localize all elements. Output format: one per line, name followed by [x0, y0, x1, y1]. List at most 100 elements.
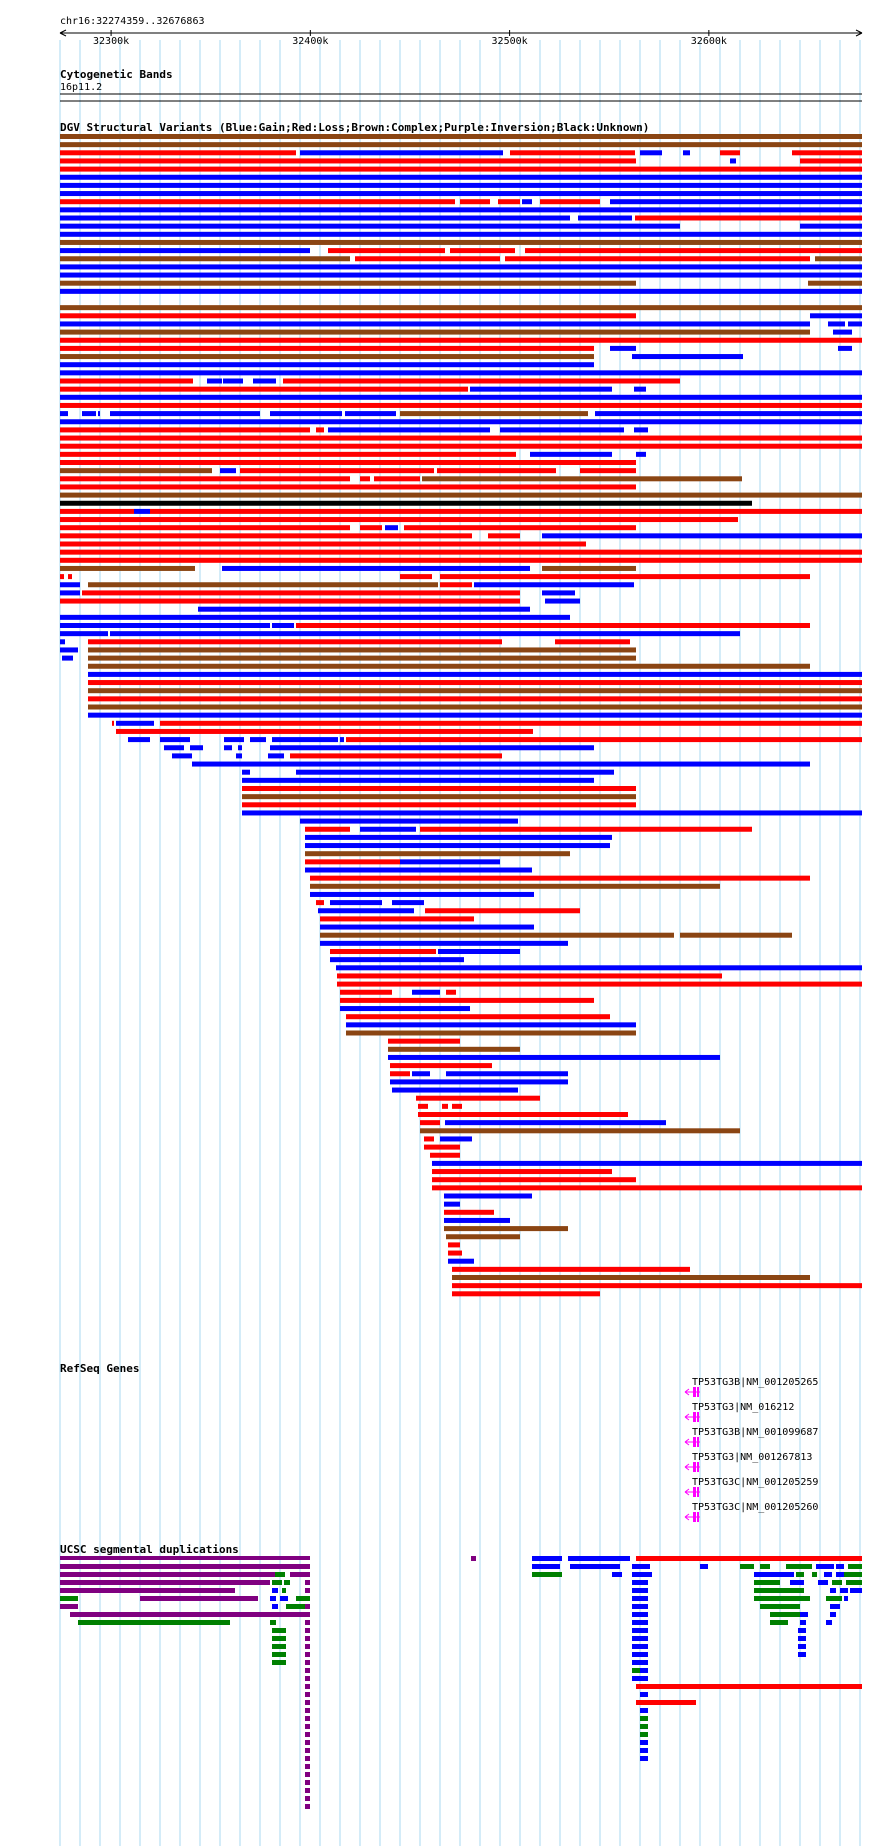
dgv-variant[interactable]	[60, 582, 634, 588]
dgv-variant[interactable]	[128, 737, 862, 743]
dgv-variant[interactable]	[418, 1103, 462, 1109]
segdup-feature[interactable]	[305, 1700, 310, 1705]
segdup-feature[interactable]	[798, 1652, 806, 1657]
dgv-variant[interactable]	[320, 916, 474, 922]
segdup-feature[interactable]	[305, 1804, 310, 1809]
segdup-feature[interactable]	[305, 1684, 310, 1689]
segdup-feature[interactable]	[305, 1676, 310, 1681]
segdup-feature[interactable]	[305, 1716, 310, 1721]
segdup-feature[interactable]	[632, 1612, 648, 1617]
dgv-variant[interactable]	[60, 574, 810, 580]
segdup-feature[interactable]	[812, 1572, 817, 1577]
dgv-variant[interactable]	[444, 1209, 494, 1215]
dgv-variant[interactable]	[60, 231, 862, 237]
dgv-variant[interactable]	[60, 411, 862, 417]
segdup-track[interactable]: UCSC segmental duplications	[60, 1543, 862, 1809]
dgv-variant[interactable]	[388, 1038, 460, 1044]
gene-glyph[interactable]	[684, 1462, 700, 1472]
dgv-variant[interactable]	[242, 794, 636, 800]
dgv-variant[interactable]	[330, 949, 520, 954]
dgv-variant[interactable]	[60, 174, 862, 180]
segdup-feature[interactable]	[632, 1636, 648, 1641]
dgv-variant[interactable]	[60, 256, 862, 262]
segdup-feature[interactable]	[78, 1620, 230, 1625]
segdup-feature[interactable]	[305, 1644, 310, 1649]
segdup-feature[interactable]	[272, 1588, 278, 1593]
dgv-variant[interactable]	[452, 1291, 600, 1297]
dgv-variant[interactable]	[446, 1234, 520, 1240]
dgv-variant[interactable]	[390, 1079, 568, 1085]
segdup-feature[interactable]	[640, 1708, 648, 1713]
segdup-feature[interactable]	[305, 1788, 310, 1793]
segdup-feature[interactable]	[636, 1700, 696, 1705]
dgv-variant[interactable]	[60, 517, 738, 523]
dgv-variant[interactable]	[310, 875, 810, 881]
segdup-feature[interactable]	[770, 1620, 788, 1625]
segdup-feature[interactable]	[532, 1572, 562, 1577]
dgv-variant[interactable]	[60, 394, 862, 400]
dgv-variant[interactable]	[60, 525, 636, 531]
segdup-feature[interactable]	[272, 1636, 286, 1641]
segdup-feature[interactable]	[305, 1740, 310, 1745]
dgv-variant[interactable]	[392, 1087, 518, 1093]
segdup-feature[interactable]	[632, 1604, 648, 1609]
segdup-feature[interactable]	[305, 1620, 310, 1625]
segdup-feature[interactable]	[826, 1596, 842, 1601]
segdup-feature[interactable]	[275, 1572, 285, 1577]
dgv-variant[interactable]	[60, 272, 862, 278]
dgv-variant[interactable]	[60, 508, 862, 514]
dgv-variant[interactable]	[346, 1030, 636, 1036]
dgv-variant[interactable]	[60, 460, 636, 465]
dgv-variant[interactable]	[60, 549, 862, 555]
cytoband-track[interactable]: Cytogenetic Bands 16p11.2	[60, 68, 862, 102]
segdup-feature[interactable]	[798, 1644, 806, 1649]
dgv-variant[interactable]	[60, 623, 810, 628]
dgv-variant[interactable]	[305, 859, 500, 865]
segdup-feature[interactable]	[632, 1644, 648, 1649]
dgv-variant[interactable]	[60, 337, 862, 343]
segdup-feature[interactable]	[632, 1628, 648, 1633]
dgv-variant[interactable]	[60, 288, 862, 294]
segdup-feature[interactable]	[830, 1604, 836, 1609]
segdup-feature[interactable]	[632, 1652, 648, 1657]
dgv-variant[interactable]	[448, 1258, 474, 1264]
dgv-variant[interactable]	[242, 769, 614, 775]
dgv-variant[interactable]	[172, 753, 502, 759]
dgv-variant[interactable]	[88, 712, 862, 718]
segdup-feature[interactable]	[272, 1644, 286, 1649]
dgv-variant[interactable]	[60, 631, 740, 637]
dgv-variant[interactable]	[112, 720, 862, 726]
dgv-variant[interactable]	[60, 313, 862, 319]
segdup-feature[interactable]	[836, 1564, 844, 1569]
dgv-variant[interactable]	[305, 867, 532, 873]
dgv-variant[interactable]	[432, 1185, 862, 1191]
segdup-feature[interactable]	[840, 1588, 848, 1593]
segdup-feature[interactable]	[836, 1572, 844, 1577]
dgv-variant[interactable]	[316, 900, 424, 906]
segdup-feature[interactable]	[754, 1580, 780, 1585]
segdup-feature[interactable]	[640, 1756, 648, 1761]
segdup-feature[interactable]	[848, 1564, 862, 1569]
segdup-feature[interactable]	[632, 1660, 648, 1665]
segdup-feature[interactable]	[290, 1572, 310, 1577]
dgv-variant[interactable]	[432, 1160, 862, 1166]
segdup-feature[interactable]	[640, 1716, 648, 1721]
segdup-feature[interactable]	[272, 1660, 286, 1665]
dgv-variant[interactable]	[300, 818, 518, 824]
dgv-variant[interactable]	[60, 427, 648, 433]
dgv-variant[interactable]	[242, 810, 862, 816]
dgv-variant[interactable]	[60, 557, 862, 563]
dgv-variant[interactable]	[444, 1226, 568, 1232]
segdup-feature[interactable]	[816, 1564, 824, 1569]
dgv-variant[interactable]	[60, 362, 594, 368]
dgv-variant[interactable]	[116, 728, 533, 734]
dgv-variant[interactable]	[88, 696, 862, 702]
segdup-feature[interactable]	[305, 1724, 310, 1729]
dgv-variant[interactable]	[388, 1054, 720, 1060]
segdup-feature[interactable]	[800, 1620, 806, 1625]
segdup-feature[interactable]	[140, 1596, 258, 1601]
segdup-feature[interactable]	[568, 1556, 630, 1561]
dgv-variant[interactable]	[60, 215, 862, 221]
dgv-variant[interactable]	[60, 598, 580, 604]
segdup-feature[interactable]	[305, 1796, 310, 1801]
